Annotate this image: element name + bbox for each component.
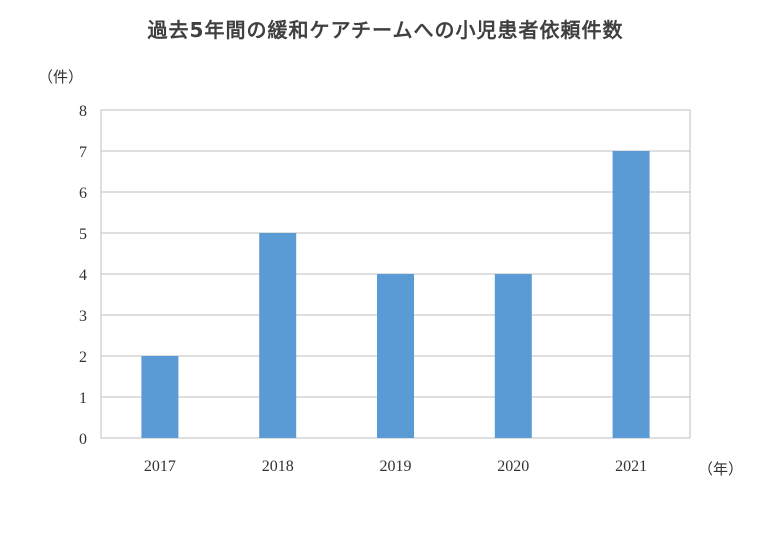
- bars: [141, 151, 650, 438]
- y-tick-label: 2: [79, 349, 87, 366]
- y-axis-unit-label: （件）: [38, 68, 84, 86]
- bar-2019: [377, 274, 414, 438]
- x-tick-label: 2018: [262, 458, 294, 475]
- y-tick-label: 4: [79, 267, 87, 284]
- y-tick-label: 3: [79, 308, 87, 325]
- bar-2017: [141, 356, 179, 438]
- x-tick-label: 2017: [144, 458, 176, 475]
- chart-title: 過去5年間の緩和ケアチームへの小児患者依頼件数: [147, 18, 624, 42]
- y-tick-label: 0: [79, 431, 87, 448]
- bar-2021: [612, 151, 650, 438]
- x-axis-unit-label: （年）: [698, 460, 744, 478]
- x-tick-label: 2021: [615, 458, 647, 475]
- y-tick-label: 1: [79, 390, 87, 407]
- x-tick-labels: 2017 2018 2019 2020 2021: [144, 458, 647, 475]
- y-tick-label: 8: [79, 103, 87, 120]
- bar-2018: [259, 233, 297, 438]
- bar-2020: [494, 274, 532, 438]
- y-tick-label: 7: [79, 144, 87, 161]
- x-tick-label: 2019: [380, 458, 412, 475]
- x-tick-label: 2020: [497, 458, 529, 475]
- y-tick-label: 6: [79, 185, 87, 202]
- y-tick-label: 5: [79, 226, 87, 243]
- y-tick-labels: 0 1 2 3 4 5 6 7 8: [79, 103, 87, 448]
